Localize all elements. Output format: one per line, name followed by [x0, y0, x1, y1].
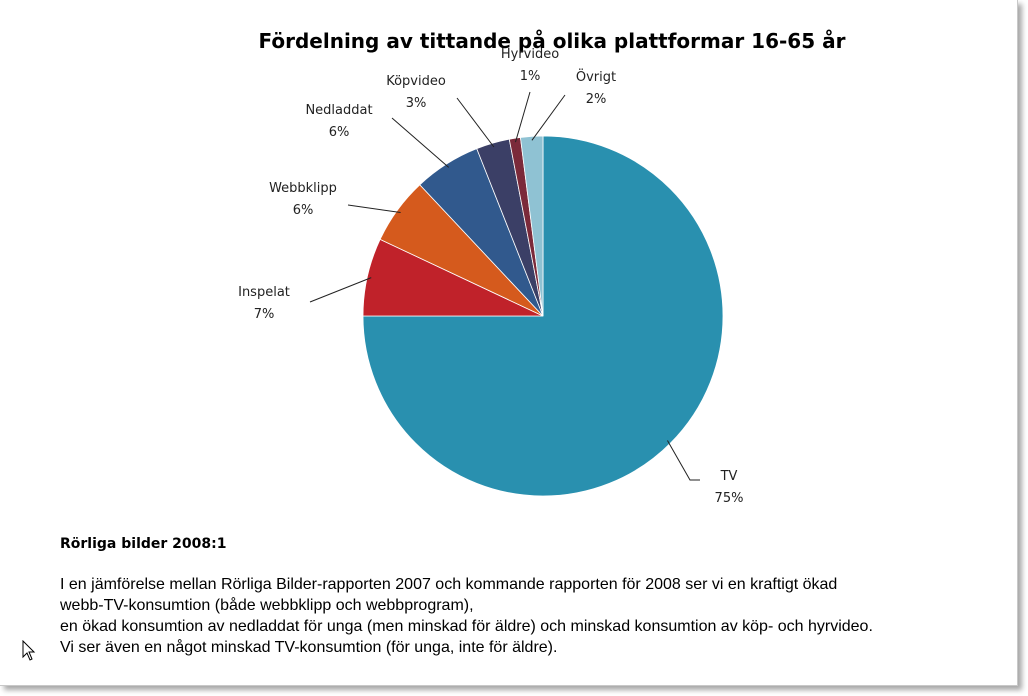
leader-line — [514, 91, 531, 143]
caption-line: I en jämförelse mellan Rörliga Bilder-ra… — [60, 576, 838, 593]
caption-line: webb-TV-konsumtion (både webbklipp och w… — [60, 597, 474, 614]
pie-slices — [362, 135, 724, 497]
slice-label-name: Inspelat — [238, 285, 290, 300]
slice-label-percent: 6% — [293, 203, 314, 218]
leader-line — [456, 97, 495, 148]
leader-line — [391, 117, 450, 168]
slice-label-percent: 6% — [329, 125, 350, 140]
slice-label-name: Köpvideo — [386, 74, 446, 89]
leader-line — [667, 440, 700, 481]
pie-chart: Fördelning av tittande på olika plattfor… — [238, 29, 846, 506]
pie-slice-tv — [362, 135, 724, 497]
slice-label-name: Övrigt — [576, 68, 616, 85]
leader-line — [347, 204, 401, 214]
slice-label-name: Nedladdat — [305, 103, 372, 118]
caption-heading: Rörliga bilder 2008:1 — [60, 536, 227, 552]
leader-line — [531, 94, 566, 141]
pie-slice-övrigt — [519, 135, 544, 317]
slide: Fördelning av tittande på olika plattfor… — [0, 0, 1018, 686]
slice-label-percent: 2% — [586, 92, 607, 107]
slice-label-percent: 3% — [406, 96, 427, 111]
caption: Rörliga bilder 2008:1 I en jämförelse me… — [60, 536, 1000, 658]
slice-label-name: Hyrvideo — [501, 47, 559, 62]
caption-line: Vi ser även en något minskad TV-konsumti… — [60, 639, 558, 656]
caption-text: I en jämförelse mellan Rörliga Bilder-ra… — [60, 574, 1000, 658]
mouse-pointer-icon — [22, 640, 36, 661]
slice-label-percent: 7% — [254, 307, 275, 322]
slice-label-name: Webbklipp — [269, 181, 337, 196]
slice-labels: TV 75% Inspelat 7% Webbklipp 6% Nedladdat 6% Köp… — [238, 47, 743, 506]
slice-label-name: TV — [720, 469, 738, 484]
slice-label-percent: 75% — [715, 491, 744, 506]
slice-label-percent: 1% — [520, 69, 541, 84]
chart-title: Fördelning av tittande på olika plattfor… — [259, 29, 846, 53]
leader-line — [309, 277, 372, 303]
caption-line: en ökad konsumtion av nedladdat för unga… — [60, 618, 873, 635]
